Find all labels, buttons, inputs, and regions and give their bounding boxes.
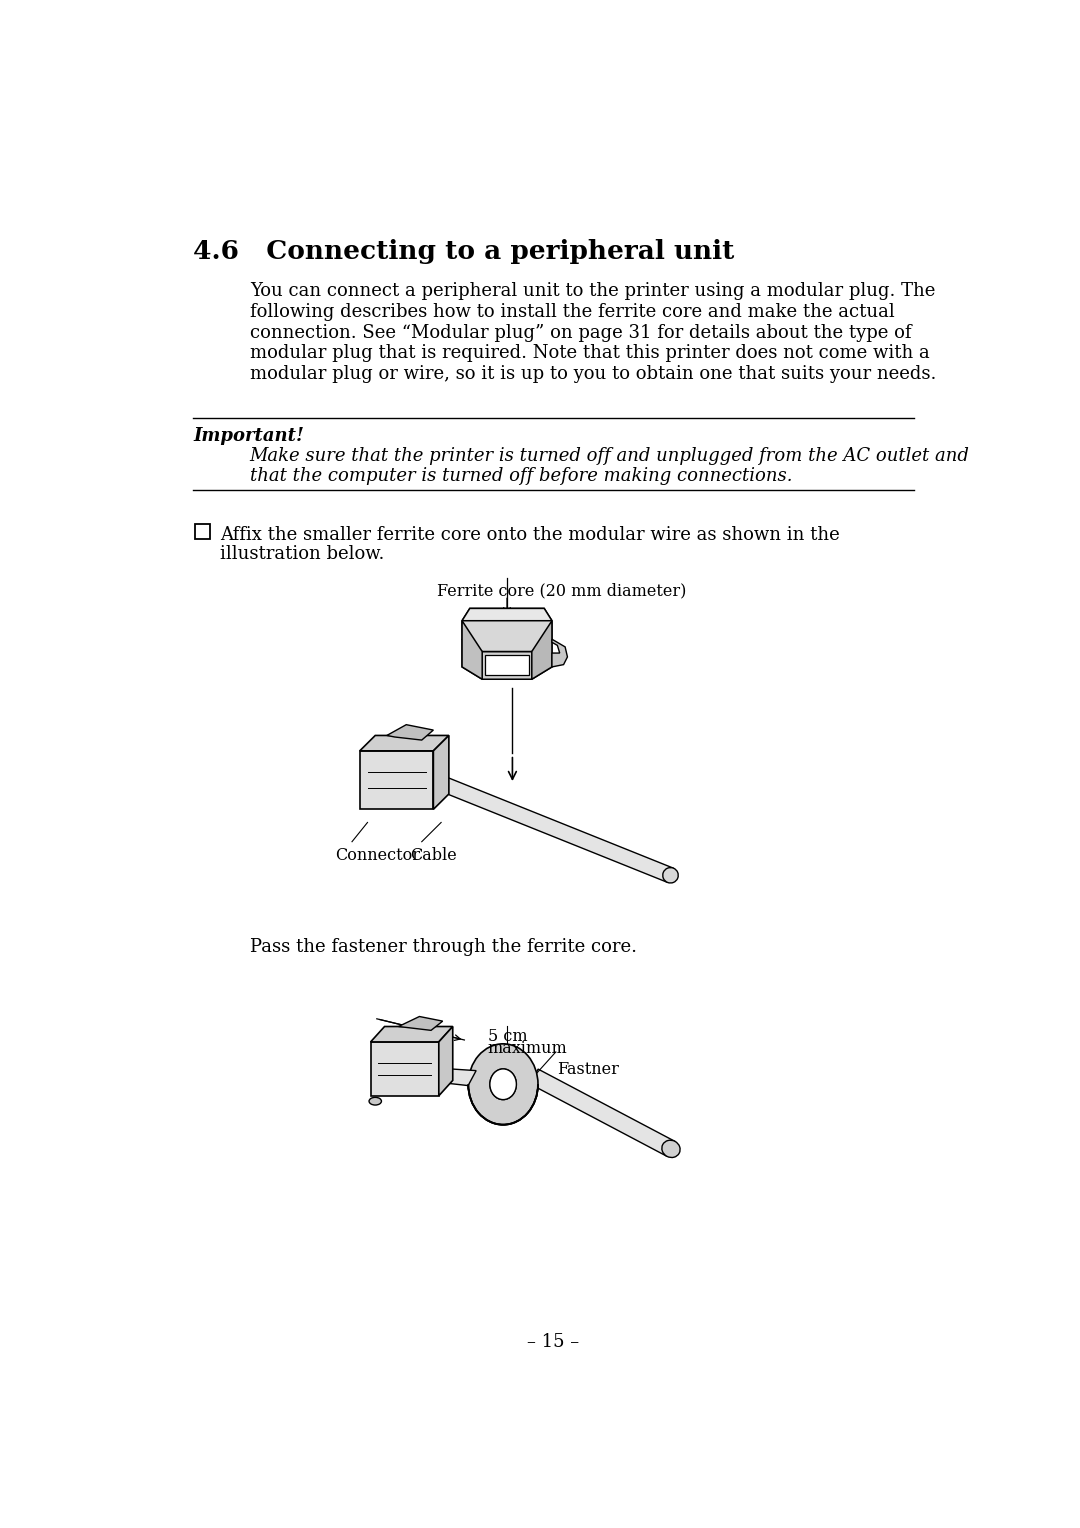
Polygon shape [370,1042,438,1096]
Text: Cable: Cable [410,847,457,865]
Ellipse shape [662,1140,680,1158]
Polygon shape [399,1016,443,1030]
Text: modular plug or wire, so it is up to you to obtain one that suits your needs.: modular plug or wire, so it is up to you… [249,365,936,384]
Polygon shape [530,1070,675,1157]
Polygon shape [360,735,449,750]
Text: Pass the fastener through the ferrite core.: Pass the fastener through the ferrite co… [249,938,637,957]
Text: maximum: maximum [488,1041,567,1057]
Ellipse shape [369,1097,381,1105]
Polygon shape [462,620,482,680]
Polygon shape [370,1027,453,1042]
Polygon shape [433,735,449,810]
Text: Fastner: Fastner [557,1060,619,1079]
Polygon shape [485,654,529,675]
Text: Connector: Connector [335,847,420,865]
Text: 5 cm: 5 cm [488,1028,527,1045]
Ellipse shape [663,868,678,883]
Polygon shape [462,639,552,680]
Ellipse shape [490,1070,516,1100]
Text: Affix the smaller ferrite core onto the modular wire as shown in the: Affix the smaller ferrite core onto the … [220,526,840,544]
Text: following describes how to install the ferrite core and make the actual: following describes how to install the f… [249,303,894,321]
Text: modular plug that is required. Note that this printer does not come with a: modular plug that is required. Note that… [249,344,930,362]
Polygon shape [438,1027,453,1096]
Polygon shape [360,750,433,810]
Polygon shape [531,620,552,680]
Text: that the computer is turned off before making connections.: that the computer is turned off before m… [249,466,793,484]
Polygon shape [462,608,552,620]
Text: illustration below.: illustration below. [220,545,384,564]
Bar [195,524,211,539]
Text: – 15 –: – 15 – [527,1332,580,1351]
Ellipse shape [469,1044,538,1125]
Polygon shape [400,1067,476,1085]
Text: You can connect a peripheral unit to the printer using a modular plug. The: You can connect a peripheral unit to the… [249,283,935,299]
Text: Make sure that the printer is turned off and unplugged from the AC outlet and: Make sure that the printer is turned off… [249,448,970,466]
Ellipse shape [490,1070,516,1100]
Polygon shape [552,639,567,666]
Text: Important!: Important! [193,428,303,446]
Text: 4.6   Connecting to a peripheral unit: 4.6 Connecting to a peripheral unit [193,238,734,264]
Polygon shape [431,773,674,883]
Text: connection. See “Modular plug” on page 31 for details about the type of: connection. See “Modular plug” on page 3… [249,324,912,341]
Polygon shape [462,608,552,651]
Polygon shape [387,724,433,740]
Text: Ferrite core (20 mm diameter): Ferrite core (20 mm diameter) [437,582,687,599]
